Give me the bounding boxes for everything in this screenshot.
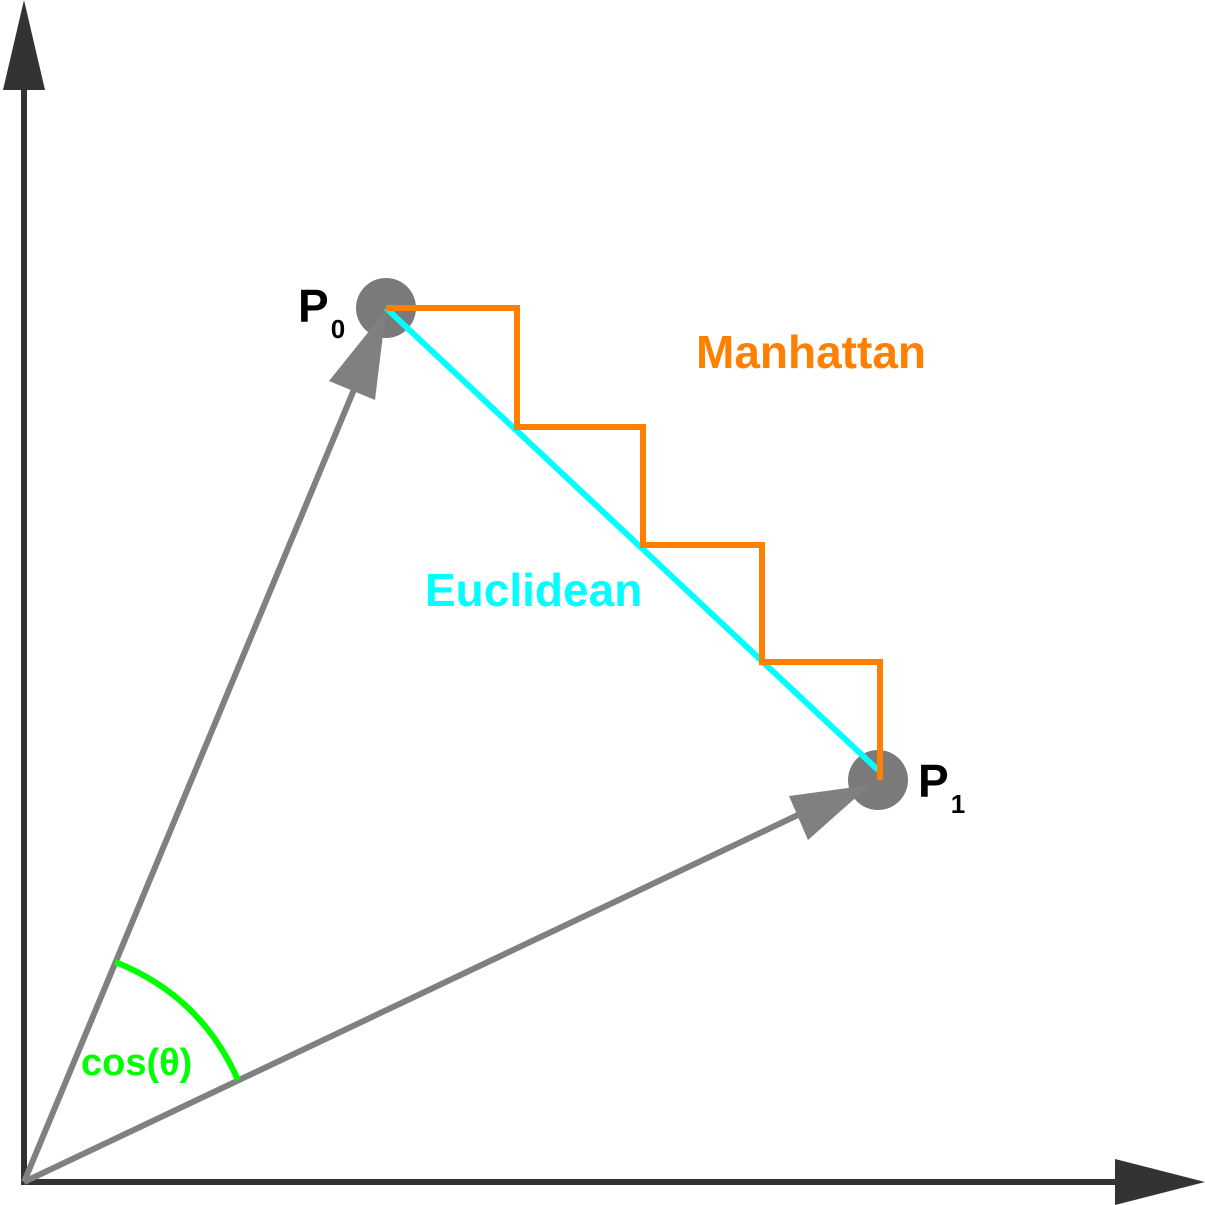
angle-arc (113, 959, 241, 1082)
manhattan-path (386, 305, 883, 780)
p0-label-subscript: 0 (331, 314, 345, 344)
y-axis-arrowhead (3, 0, 45, 90)
angle-label: cos(θ) (81, 1042, 192, 1084)
euclidean-label: Euclidean (425, 564, 642, 616)
vector-p0 (21, 310, 386, 1184)
vector-p1-arrowhead (789, 785, 870, 840)
p1-label: P1 (918, 755, 965, 819)
p1-label-main: P (918, 755, 949, 807)
x-axis-arrowhead (1115, 1159, 1205, 1205)
p0-label-main: P (298, 280, 329, 332)
euclidean-line (383, 305, 881, 773)
axes (3, 0, 1205, 1205)
vector-p0-arrowhead (329, 310, 386, 400)
manhattan-label: Manhattan (696, 326, 926, 378)
p1-label-subscript: 1 (951, 789, 965, 819)
vector-p1 (22, 785, 870, 1185)
vector-p0-line (21, 378, 361, 1184)
p0-label: P0 (298, 280, 345, 344)
vector-p1-line (22, 811, 802, 1185)
